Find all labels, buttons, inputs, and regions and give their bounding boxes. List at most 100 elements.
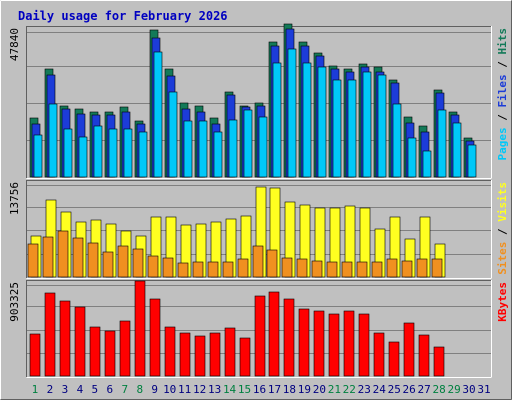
bar-sites-day-22 <box>341 261 353 278</box>
bar-kbytes-day-4 <box>74 306 86 377</box>
bar-pages-day-7 <box>123 128 133 178</box>
bar-sites-day-23 <box>356 261 368 278</box>
bar-sites-day-9 <box>147 255 159 278</box>
bar-pages-day-23 <box>362 71 372 178</box>
bar-pages-day-20 <box>317 66 327 178</box>
bar-pages-day-3 <box>63 128 73 178</box>
x-label-day-25: 25 <box>388 383 401 396</box>
bar-pages-day-10 <box>168 91 178 178</box>
x-axis-labels: 1 2 3 4 5 6 7 8 9 10 11 12 13 14 15 16 17 18 19 20 21 22 23 24 2… <box>32 383 491 396</box>
legend-item-pages: Pages <box>496 127 509 160</box>
x-label-day-21: 21 <box>328 383 341 396</box>
legend-item-hits: Hits <box>496 28 509 55</box>
x-label-day-9: 9 <box>151 383 158 396</box>
bar-sites-day-13 <box>207 261 219 278</box>
bar-sites-day-17 <box>266 249 278 278</box>
x-label-day-4: 4 <box>77 383 84 396</box>
legend-item-files: Files <box>496 74 509 107</box>
legend-panel-3: KBytes <box>496 282 509 322</box>
bar-pages-day-29 <box>452 122 462 178</box>
x-label-day-29: 29 <box>447 383 460 396</box>
bar-kbytes-day-17 <box>268 291 280 377</box>
bar-pages-day-27 <box>422 150 432 178</box>
x-label-day-1: 1 <box>32 383 39 396</box>
x-label-day-22: 22 <box>343 383 356 396</box>
bar-kbytes-day-11 <box>179 332 191 377</box>
bar-kbytes-day-15 <box>239 337 251 377</box>
x-label-day-14: 14 <box>223 383 237 396</box>
bar-kbytes-day-8 <box>134 280 146 377</box>
bar-pages-day-19 <box>302 62 312 178</box>
bar-sites-day-20 <box>311 260 323 278</box>
x-label-day-19: 19 <box>298 383 311 396</box>
bar-sites-day-27 <box>416 258 428 278</box>
x-label-day-16: 16 <box>253 383 266 396</box>
bar-pages-day-16 <box>258 116 268 178</box>
bar-pages-day-24 <box>377 74 387 178</box>
bar-sites-day-12 <box>192 261 204 278</box>
x-label-day-20: 20 <box>313 383 326 396</box>
x-label-day-6: 6 <box>107 383 114 396</box>
x-label-day-8: 8 <box>136 383 143 396</box>
x-label-day-24: 24 <box>373 383 387 396</box>
x-label-day-17: 17 <box>268 383 281 396</box>
bar-sites-day-8 <box>132 248 144 278</box>
legend-separator: / <box>496 108 509 128</box>
bar-kbytes-day-12 <box>194 335 206 377</box>
bar-kbytes-day-18 <box>283 298 295 377</box>
x-label-day-15: 15 <box>238 383 251 396</box>
chart-panel-1: 47840 Pages / Files / Hits <box>8 23 509 179</box>
bar-kbytes-day-20 <box>313 310 325 377</box>
bar-sites-day-25 <box>386 258 398 278</box>
bar-pages-day-6 <box>108 128 118 178</box>
bar-sites-day-4 <box>72 237 84 278</box>
chart-panel-2: 13756 Sites / Visits <box>8 180 509 279</box>
bar-pages-day-2 <box>48 103 58 178</box>
bar-pages-day-12 <box>198 120 208 178</box>
chart-title: Daily usage for February 2026 <box>18 9 228 23</box>
bar-kbytes-day-21 <box>328 313 340 377</box>
bar-sites-day-1 <box>27 243 39 278</box>
bar-sites-day-26 <box>401 260 413 278</box>
bar-pages-day-25 <box>392 103 402 178</box>
x-label-day-23: 23 <box>358 383 371 396</box>
y-max-label: 903325 <box>8 282 21 322</box>
x-label-day-11: 11 <box>178 383 191 396</box>
bar-kbytes-day-22 <box>343 310 355 377</box>
bar-sites-day-15 <box>237 258 249 278</box>
bar-pages-day-13 <box>213 131 223 178</box>
bar-pages-day-26 <box>407 137 417 178</box>
legend-item-kbytes: KBytes <box>496 282 509 322</box>
legend-item-visits: Visits <box>496 182 509 222</box>
legend-item-sites: Sites <box>496 242 509 275</box>
bar-pages-day-14 <box>228 119 238 178</box>
bar-pages-day-4 <box>78 136 88 178</box>
x-label-day-2: 2 <box>47 383 54 396</box>
bar-sites-day-2 <box>42 236 54 278</box>
bar-kbytes-day-13 <box>209 332 221 377</box>
bar-pages-day-9 <box>153 51 163 178</box>
x-label-day-13: 13 <box>208 383 221 396</box>
x-label-day-12: 12 <box>193 383 206 396</box>
bar-kbytes-day-1 <box>29 333 41 377</box>
bar-sites-day-10 <box>162 257 174 278</box>
bar-sites-day-28 <box>431 258 443 278</box>
bar-sites-day-18 <box>281 257 293 278</box>
bar-kbytes-day-14 <box>224 327 236 377</box>
legend-panel-2: Sites / Visits <box>496 182 509 275</box>
bar-pages-day-1 <box>33 134 43 178</box>
x-label-day-3: 3 <box>62 383 69 396</box>
bar-kbytes-day-25 <box>388 341 400 377</box>
bar-kbytes-day-23 <box>358 313 370 377</box>
bar-pages-day-30 <box>467 144 477 178</box>
bar-sites-day-6 <box>102 251 114 278</box>
x-label-day-28: 28 <box>432 383 445 396</box>
bar-sites-day-14 <box>222 261 234 278</box>
bar-pages-day-18 <box>287 48 297 178</box>
x-label-day-26: 26 <box>403 383 416 396</box>
bar-kbytes-day-5 <box>89 326 101 377</box>
x-label-day-30: 30 <box>462 383 475 396</box>
bar-pages-day-22 <box>347 79 357 178</box>
bar-kbytes-day-28 <box>433 346 445 377</box>
bar-kbytes-day-27 <box>418 334 430 377</box>
